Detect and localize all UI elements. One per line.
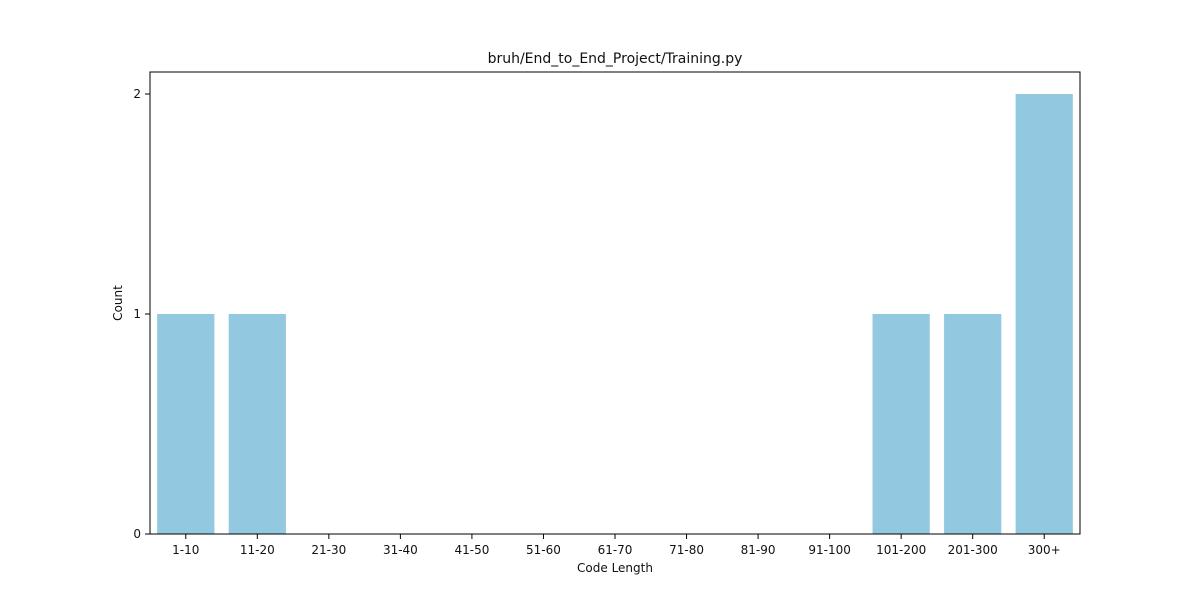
bar-300+ [1015, 94, 1073, 534]
y-tick-label: 0 [133, 527, 141, 541]
y-axis: 0 1 2 [133, 87, 150, 541]
x-axis-label: Code Length [577, 561, 653, 575]
y-axis-label: Count [111, 285, 125, 321]
x-tick-label: 91-100 [808, 543, 851, 557]
bar-101-200 [872, 314, 930, 534]
chart-title: bruh/End_to_End_Project/Training.py [488, 51, 743, 67]
x-tick-label: 81-90 [741, 543, 776, 557]
x-tick-label: 101-200 [876, 543, 926, 557]
x-tick-label: 31-40 [383, 543, 418, 557]
x-tick-label: 1-10 [172, 543, 199, 557]
y-tick-label: 2 [133, 87, 141, 101]
x-tick-label: 300+ [1028, 543, 1061, 557]
bars-layer [157, 94, 1073, 534]
bar-1-10 [157, 314, 215, 534]
x-tick-label: 61-70 [598, 543, 633, 557]
x-tick-label: 71-80 [669, 543, 704, 557]
bar-201-300 [944, 314, 1002, 534]
x-axis: 1-10 11-20 21-30 31-40 41-50 51-60 61-70 71-80 8… [172, 534, 1061, 557]
x-tick-label: 51-60 [526, 543, 561, 557]
bar-11-20 [228, 314, 286, 534]
x-tick-label: 201-300 [948, 543, 998, 557]
plot-area-frame [149, 71, 1081, 535]
x-tick-label: 41-50 [454, 543, 489, 557]
x-tick-label: 21-30 [311, 543, 346, 557]
y-tick-label: 1 [133, 307, 141, 321]
x-tick-label: 11-20 [240, 543, 275, 557]
